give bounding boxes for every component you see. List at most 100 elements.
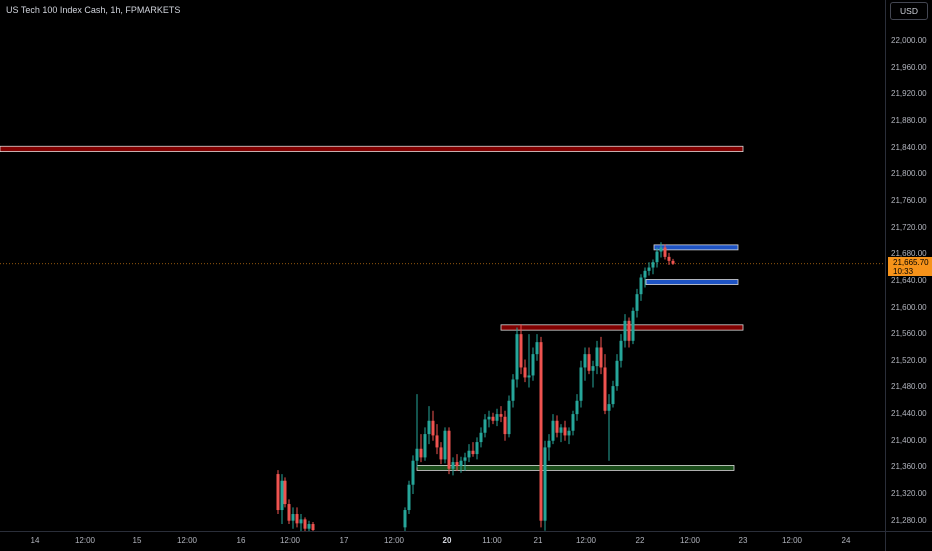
candle [507,395,511,438]
last-price-value: 21,665.70 [893,258,929,267]
price-tick-label: 21,720.00 [891,222,927,232]
candle [443,427,447,464]
candle [627,317,631,348]
candle [635,288,639,318]
candle [276,470,280,515]
candle [451,457,455,476]
chart-canvas[interactable] [0,0,885,531]
candle [419,434,423,463]
time-tick-label: 12:00 [781,536,803,545]
candle [655,247,659,268]
candle [499,406,503,423]
candle [603,354,607,415]
candle [571,410,575,436]
price-tick-label: 21,640.00 [891,275,927,285]
candle [643,267,647,288]
time-tick-label: 16 [236,536,246,545]
price-tick-label: 21,280.00 [891,515,927,525]
candle [291,507,295,529]
candle [539,336,543,528]
time-tick-label: 17 [339,536,349,545]
time-tick-label: 12:00 [679,536,701,545]
candle [547,434,551,461]
candle [511,374,515,408]
candle [619,334,623,368]
price-tick-label: 21,320.00 [891,489,927,499]
candle [479,427,483,448]
candle [495,408,499,427]
price-tick-label: 21,680.00 [891,249,927,259]
candle [659,242,663,258]
candle [575,394,579,421]
candle [459,456,463,473]
axis-corner [885,531,932,551]
candle [555,415,559,438]
time-tick-label: 22 [635,536,645,545]
support-zone[interactable] [645,279,739,285]
candle [403,507,407,531]
price-tick-label: 21,800.00 [891,169,927,179]
candle [475,437,479,460]
candle [471,442,475,457]
candle [611,380,615,408]
currency-button[interactable]: USD [890,2,928,20]
candle [615,354,619,391]
time-tick-label: 20 [442,536,452,545]
candle [631,307,635,345]
bar-countdown: 10:33 [893,267,914,276]
candle [455,454,459,471]
candle [551,414,555,445]
price-tick-label: 21,760.00 [891,195,927,205]
candle [411,455,415,495]
time-tick-label: 12:00 [176,536,198,545]
candle [483,414,487,438]
symbol-title: US Tech 100 Index Cash, 1h, FPMARKETS [6,5,181,15]
candle [607,394,611,461]
candle [311,522,315,531]
candle [415,394,419,468]
candle [559,424,563,443]
candle [667,252,671,265]
candle [671,258,675,265]
time-tick-label: 12:00 [383,536,405,545]
candle [295,507,299,528]
candle [503,410,507,441]
candle [423,427,427,461]
candle [543,440,547,531]
candle [487,410,491,428]
candle [579,360,583,408]
price-tick-label: 21,520.00 [891,355,927,365]
time-tick-label: 21 [533,536,543,545]
time-tick-label: 12:00 [279,536,301,545]
candle [427,406,431,445]
candle [527,334,531,388]
supply-zone[interactable] [500,324,744,331]
time-tick-label: 12:00 [74,536,96,545]
candle [447,427,451,475]
time-axis[interactable] [0,531,885,551]
candle [280,474,284,525]
candle [407,480,411,515]
candle [595,340,599,375]
candle [531,347,535,381]
candle [623,314,627,348]
candle [431,410,435,441]
candle [303,517,307,531]
chart-area[interactable] [0,0,885,531]
candle [535,334,539,361]
supply-zone[interactable] [0,145,744,152]
price-tick-label: 22,000.00 [891,36,927,45]
price-tick-label: 21,440.00 [891,409,927,419]
time-tick-label: 15 [132,536,142,545]
resistance-zone[interactable] [653,244,739,251]
candle [467,444,471,463]
price-tick-label: 21,880.00 [891,115,927,125]
demand-zone[interactable] [416,465,735,471]
time-tick-label: 12:00 [575,536,597,545]
candle [439,442,443,465]
candle [515,327,519,388]
price-tick-label: 21,480.00 [891,382,927,392]
candle [599,336,603,375]
price-tick-label: 21,360.00 [891,462,927,472]
candle [651,259,655,275]
